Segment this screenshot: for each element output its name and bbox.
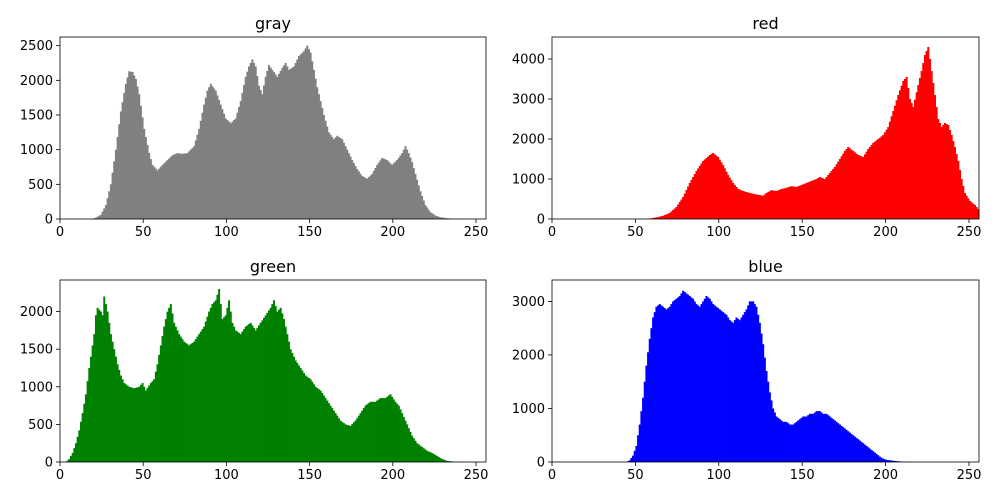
y-tick-label: 2000 [20,74,53,89]
x-tick-label: 250 [464,225,489,240]
x-tick-label: 200 [380,225,405,240]
histogram-bars [67,289,460,462]
y-tick-label: 1500 [20,343,53,358]
y-tick-label: 2000 [512,348,545,363]
x-tick-label: 0 [548,225,556,240]
y-tick-label: 1000 [512,402,545,417]
y-tick-label: 500 [28,178,53,193]
y-tick-label: 500 [28,418,53,433]
x-tick-label: 200 [873,225,898,240]
x-tick-label: 150 [790,225,815,240]
x-tick-label: 100 [214,225,239,240]
x-tick-label: 50 [135,468,152,483]
subplot-title: gray [255,14,291,33]
y-tick-label: 1500 [20,109,53,124]
y-tick-label: 4000 [512,53,545,68]
subplot-red: red 0 50 100 150 200 250 0 1000 2000 3000 4000 [512,14,982,240]
y-tick-label: 3000 [512,93,545,108]
x-tick-label: 0 [548,468,556,483]
y-tick-label: 1000 [512,173,545,188]
x-tick-label: 100 [706,225,731,240]
x-tick-label: 0 [56,225,64,240]
x-tick-label: 200 [380,468,405,483]
x-tick-label: 250 [957,225,982,240]
x-tick-label: 50 [135,225,152,240]
subplot-green: green 0 50 100 150 200 250 0 500 1000 1500 2000 [20,257,489,483]
x-tick-label: 50 [627,225,644,240]
x-tick-label: 250 [957,468,982,483]
x-tick-label: 150 [790,468,815,483]
y-tick-label: 0 [537,456,545,471]
y-tick-label: 1000 [20,380,53,395]
y-tick-label: 2000 [512,133,545,148]
subplot-blue: blue 0 50 100 150 200 250 0 1000 2000 3000 [512,257,982,483]
histogram-bars [93,46,459,219]
y-tick-label: 1000 [20,143,53,158]
histogram-bars [627,291,911,462]
y-tick-label: 3000 [512,295,545,310]
y-tick-label: 0 [537,213,545,228]
x-tick-label: 200 [873,468,898,483]
x-tick-label: 100 [214,468,239,483]
subplot-title: blue [748,257,783,276]
x-tick-label: 250 [464,468,489,483]
subplot-title: red [752,14,778,33]
y-tick-label: 2000 [20,305,53,320]
y-tick-label: 0 [45,456,53,471]
x-tick-label: 50 [627,468,644,483]
subplot-title: green [250,257,296,276]
x-tick-label: 0 [56,468,64,483]
x-tick-label: 100 [706,468,731,483]
x-tick-label: 150 [297,225,322,240]
y-tick-label: 0 [45,213,53,228]
x-tick-label: 150 [297,468,322,483]
y-tick-label: 2500 [20,39,53,54]
histogram-bars [645,47,979,219]
